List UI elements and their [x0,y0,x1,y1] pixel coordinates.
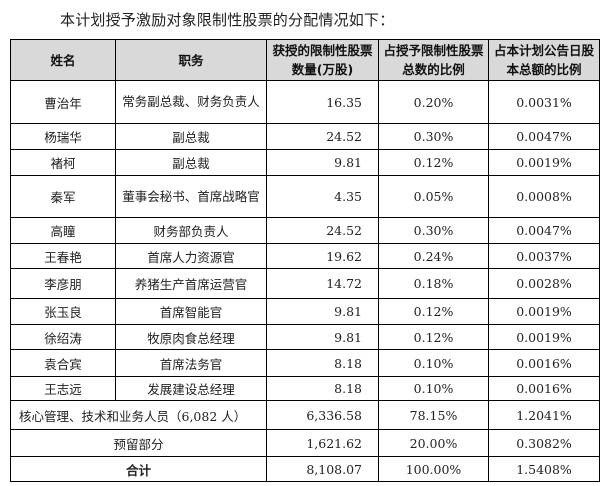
header-shares: 获授的限制性股票数量(万股) [266,39,379,81]
cell-pct-grant: 0.12% [378,298,489,325]
cell-pct-grant: 0.10% [378,376,489,401]
cell-shares: 16.35 [266,80,379,124]
total-pct-capital: 1.5408% [488,456,600,482]
header-position: 职务 [115,39,267,81]
allocation-table: 姓名 职务 获授的限制性股票数量(万股) 占授予限制性股票总数的比例 占本计划公… [10,39,600,482]
table-row: 王春艳 首席人力资源官 19.62 0.24% 0.0037% [10,243,600,269]
header-pct-capital: 占本计划公告日股本总额的比例 [488,39,600,81]
reserved-pct-grant: 20.00% [378,429,489,457]
cell-pct-grant: 0.20% [378,80,489,124]
cell-position: 发展建设总经理 [115,376,267,401]
cell-name: 李彦朋 [10,268,116,299]
reserved-pct-capital: 0.3082% [488,429,600,457]
cell-position: 副总裁 [115,123,267,150]
total-pct-grant: 100.00% [378,456,489,482]
table-row: 徐绍涛 牧原肉食总经理 9.81 0.12% 0.0019% [10,324,600,350]
cell-pct-capital: 0.0019% [488,324,600,350]
cell-pct-grant: 0.30% [378,217,489,244]
cell-shares: 14.72 [266,268,379,299]
cell-shares: 8.18 [266,376,379,401]
cell-pct-capital: 0.0016% [488,376,600,401]
cell-pct-grant: 0.18% [378,268,489,299]
reserved-shares: 1,621.62 [266,429,379,457]
total-shares: 8,108.07 [266,456,379,482]
cell-pct-grant: 0.30% [378,123,489,150]
table-row: 李彦朋 养猪生产首席运营官 14.72 0.18% 0.0028% [10,268,600,299]
intro-text: 本计划授予激励对象限制性股票的分配情况如下： [60,11,395,29]
cell-pct-capital: 0.0037% [488,243,600,269]
header-pct-grant: 占授予限制性股票总数的比例 [378,39,489,81]
table-row: 王志远 发展建设总经理 8.18 0.10% 0.0016% [10,376,600,401]
cell-name: 王春艳 [10,243,116,269]
cell-pct-capital: 0.0019% [488,298,600,325]
table-row: 曹治年 常务副总裁、财务负责人 16.35 0.20% 0.0031% [10,80,600,124]
header-name: 姓名 [10,39,116,81]
cell-pct-capital: 0.0047% [488,217,600,244]
cell-position: 常务副总裁、财务负责人 [115,80,267,124]
cell-position: 首席人力资源官 [115,243,267,269]
cell-pct-grant: 0.12% [378,149,489,176]
cell-pct-grant: 0.24% [378,243,489,269]
cell-shares: 19.62 [266,243,379,269]
cell-name: 曹治年 [10,80,116,124]
table-row: 褚柯 副总裁 9.81 0.12% 0.0019% [10,149,600,176]
cell-shares: 24.52 [266,123,379,150]
cell-pct-grant: 0.10% [378,349,489,377]
cell-name: 王志远 [10,376,116,401]
cell-shares: 4.35 [266,175,379,218]
cell-shares: 8.18 [266,349,379,377]
cell-position: 财务部负责人 [115,217,267,244]
cell-pct-capital: 0.0028% [488,268,600,299]
cell-pct-capital: 0.0016% [488,349,600,377]
cell-pct-capital: 0.0047% [488,123,600,150]
cell-pct-capital: 0.0019% [488,149,600,176]
reserved-row: 预留部分 1,621.62 20.00% 0.3082% [10,429,600,457]
cell-shares: 9.81 [266,149,379,176]
cell-name: 褚柯 [10,149,116,176]
reserved-label: 预留部分 [10,429,267,457]
cell-shares: 24.52 [266,217,379,244]
core-staff-shares: 6,336.58 [266,400,379,430]
cell-name: 徐绍涛 [10,324,116,350]
cell-pct-capital: 0.0008% [488,175,600,218]
cell-shares: 9.81 [266,324,379,350]
cell-pct-grant: 0.05% [378,175,489,218]
core-staff-pct-grant: 78.15% [378,400,489,430]
core-staff-pct-capital: 1.2041% [488,400,600,430]
cell-position: 首席法务官 [115,349,267,377]
table-header-row: 姓名 职务 获授的限制性股票数量(万股) 占授予限制性股票总数的比例 占本计划公… [10,39,600,81]
cell-shares: 9.81 [266,298,379,325]
table-row: 杨瑞华 副总裁 24.52 0.30% 0.0047% [10,123,600,150]
cell-position: 养猪生产首席运营官 [115,268,267,299]
cell-position: 首席智能官 [115,298,267,325]
cell-pct-grant: 0.12% [378,324,489,350]
total-label: 合计 [10,456,267,482]
cell-position: 牧原肉食总经理 [115,324,267,350]
cell-name: 秦军 [10,175,116,218]
total-row: 合计 8,108.07 100.00% 1.5408% [10,456,600,482]
cell-position: 董事会秘书、首席战略官 [115,175,267,218]
table-row: 秦军 董事会秘书、首席战略官 4.35 0.05% 0.0008% [10,175,600,218]
table-row: 高瞳 财务部负责人 24.52 0.30% 0.0047% [10,217,600,244]
table-row: 袁合宾 首席法务官 8.18 0.10% 0.0016% [10,349,600,377]
cell-name: 张玉良 [10,298,116,325]
cell-name: 袁合宾 [10,349,116,377]
cell-name: 杨瑞华 [10,123,116,150]
table-row: 张玉良 首席智能官 9.81 0.12% 0.0019% [10,298,600,325]
core-staff-label: 核心管理、技术和业务人员（6,082 人） [10,400,267,430]
cell-position: 副总裁 [115,149,267,176]
core-staff-row: 核心管理、技术和业务人员（6,082 人） 6,336.58 78.15% 1.… [10,400,600,430]
cell-name: 高瞳 [10,217,116,244]
cell-pct-capital: 0.0031% [488,80,600,124]
